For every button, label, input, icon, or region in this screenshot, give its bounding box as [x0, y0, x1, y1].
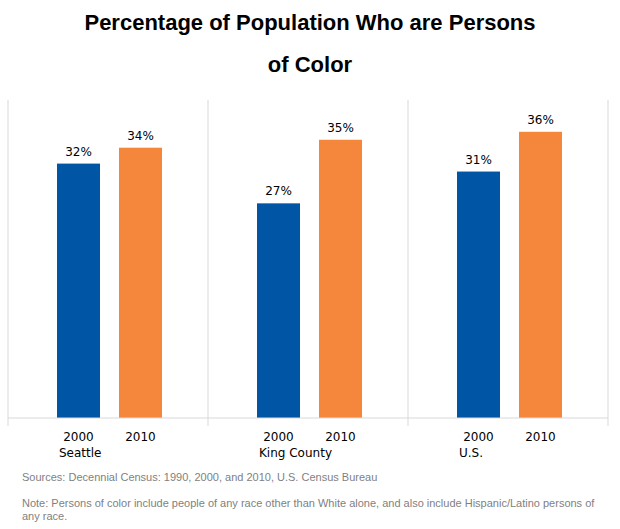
frame-line	[208, 100, 209, 426]
chart-title: Percentage of Population Who are Persons…	[84, 10, 535, 77]
category-label: U.S.	[459, 446, 483, 460]
data-label: 27%	[265, 184, 292, 198]
bar	[457, 172, 500, 418]
bar	[57, 164, 100, 418]
bar	[119, 148, 162, 418]
frame-line	[608, 100, 609, 426]
source-note: Sources: Decennial Census: 1990, 2000, a…	[22, 471, 377, 483]
data-label: 32%	[65, 145, 92, 159]
series-label: 2000	[463, 430, 494, 444]
category-label: King County	[259, 446, 332, 460]
data-label: 34%	[127, 129, 154, 143]
series-label: 2010	[325, 430, 356, 444]
data-label: 35%	[327, 121, 354, 135]
series-label: 2010	[525, 430, 556, 444]
series-label: 2010	[125, 430, 156, 444]
chart-svg: Percentage of Population Who are Persons…	[0, 0, 620, 529]
frame-line	[408, 100, 409, 426]
category-label: Seattle	[59, 446, 101, 460]
series-label: 2000	[263, 430, 294, 444]
footnote: Note: Persons of color include people of…	[22, 497, 595, 522]
bar	[519, 132, 562, 418]
data-label: 31%	[465, 153, 492, 167]
frame-line	[8, 100, 9, 426]
data-label: 36%	[527, 113, 554, 127]
bars	[57, 132, 562, 418]
chart-container: Percentage of Population Who are Persons…	[0, 0, 620, 529]
baseline	[8, 418, 608, 419]
series-label: 2000	[63, 430, 94, 444]
bar	[257, 203, 300, 418]
bar	[319, 140, 362, 418]
